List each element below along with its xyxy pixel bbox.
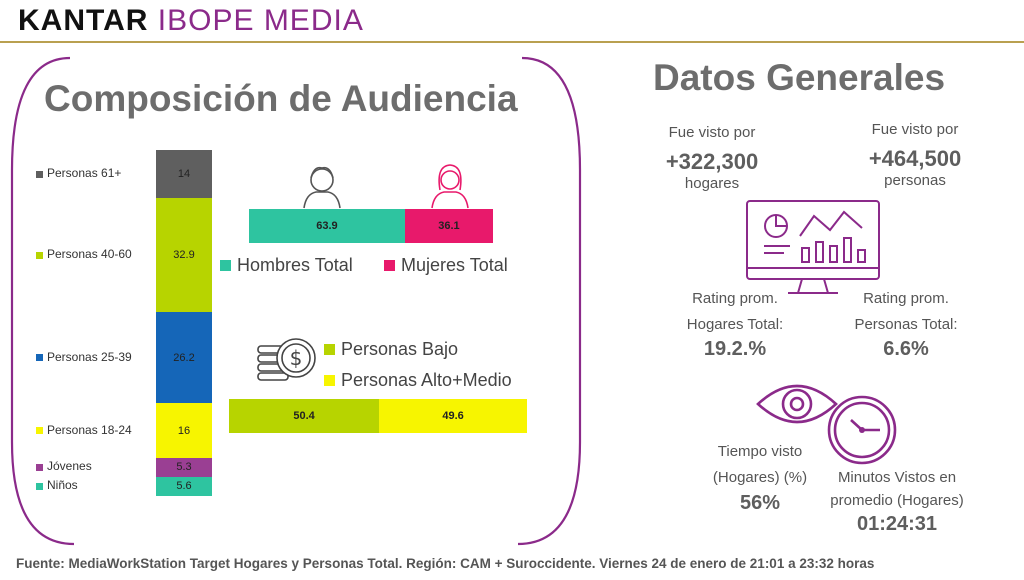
seen-households-block: Fue visto por +322,300 hogares [640,124,784,192]
rating-households-label2: Hogares Total: [686,316,784,333]
legend-mujeres-label: Mujeres Total [401,255,508,275]
gender-bar: 63.9 36.1 [249,209,493,243]
age-legend-swatch [36,251,43,259]
stacked-bar-value-label: 36.1 [438,220,460,232]
composition-title: Composición de Audiencia [44,78,518,119]
age-legend-item: Personas 18-24 [36,423,132,437]
legend-alto-medio: Personas Alto+Medio [324,370,512,391]
rating-people-value: 6.6% [883,338,929,360]
minutes-seen-label2: promedio (Hogares) [830,492,964,509]
seen-people-value: +464,500 [868,146,962,171]
svg-text:$: $ [290,346,303,370]
age-legend-item: Personas 61+ [36,166,121,180]
logo-kantar: KANTAR [18,4,149,37]
time-seen-label2: (Hogares) (%) [712,469,808,486]
seen-households-label: Fue visto por [668,124,756,141]
age-legend-swatch [36,482,43,490]
time-seen-value: 56% [739,492,781,514]
age-bar-value-label: 26.2 [173,351,195,364]
age-legend-label: Niños [47,478,78,493]
age-legend-label: Personas 40-60 [47,247,132,262]
age-legend-item: Personas 25-39 [36,350,132,364]
general-data-title: Datos Generales [653,57,946,98]
age-legend: Niños Jóvenes Personas 18-24 Personas 25-39… [36,150,156,496]
legend-mujeres: Mujeres Total [384,255,508,276]
age-legend-label: Jóvenes [47,459,92,474]
stacked-bar-value-label: 49.6 [442,410,464,422]
age-legend-label: Personas 25-39 [47,349,132,364]
clock-icon [827,395,897,465]
woman-icon [431,164,469,209]
age-legend-label: Personas 18-24 [47,422,132,437]
panel-bracket [10,56,582,546]
rating-households-block: Rating prom. Hogares Total: 19.2.% [650,290,820,361]
age-bar-segment: 5.3 [156,458,212,477]
age-legend-swatch [36,170,43,178]
seen-households-value: +322,300 [665,149,759,174]
source-footer: Fuente: MediaWorkStation Target Hogares … [16,556,875,571]
legend-hombres-swatch [220,260,231,271]
stacked-bar-value-label: 50.4 [293,410,315,422]
age-bar-value-label: 5.6 [176,480,192,493]
seen-households-unit: hogares [684,175,740,192]
rating-households-value: 19.2.% [703,338,767,360]
eye-icon [756,384,838,424]
stacked-bar-segment: 50.4 [229,399,380,433]
legend-hombres-label: Hombres Total [237,255,353,275]
seen-people-label: Fue visto por [871,121,959,138]
stacked-bar-segment: 63.9 [249,209,405,243]
age-bar-segment: 32.9 [156,198,212,313]
legend-bajo-swatch [324,344,335,355]
stacked-bar-value-label: 63.9 [316,220,338,232]
age-bar-value-label: 16 [177,424,191,437]
age-bar-segment: 5.6 [156,476,212,496]
time-seen-label1: Tiempo visto [717,443,803,460]
age-legend-label: Personas 61+ [47,166,122,181]
legend-hombres: Hombres Total [220,255,353,276]
age-bar-value-label: 5.3 [176,461,192,474]
kantar-ibope-logo: KANTAR IBOPE MEDIA [18,4,364,38]
legend-bajo: Personas Bajo [324,339,458,360]
man-icon [303,166,341,209]
age-bar-segment: 14 [156,150,212,199]
age-bar-value-label: 14 [177,168,191,181]
logo-ibope: IBOPE MEDIA [157,4,364,37]
legend-bajo-label: Personas Bajo [341,339,459,359]
rating-households-label1: Rating prom. [692,290,778,307]
monitor-chart-icon [746,200,880,294]
age-stacked-bar: 5.6 5.3 16 26.2 32.9 14 [156,150,212,496]
age-legend-swatch [36,426,43,434]
nse-bar: 50.4 49.6 [229,399,527,433]
money-icon: $ [257,338,316,381]
stacked-bar-segment: 49.6 [379,399,527,433]
minutes-seen-label1: Minutos Vistos en [837,469,957,486]
age-bar-segment: 16 [156,402,212,459]
legend-alto-medio-swatch [324,375,335,386]
header-divider [0,41,1024,43]
legend-alto-medio-label: Personas Alto+Medio [341,370,512,390]
minutes-seen-block: Minutos Vistos en promedio (Hogares) 01:… [812,469,982,536]
age-legend-item: Jóvenes [36,459,92,473]
rating-people-label1: Rating prom. [863,290,949,307]
age-bar-segment: 26.2 [156,312,212,403]
age-legend-item: Personas 40-60 [36,247,132,261]
rating-people-block: Rating prom. Personas Total: 6.6% [826,290,986,361]
stacked-bar-segment: 36.1 [404,209,493,243]
age-legend-swatch [36,353,43,361]
seen-people-unit: personas [884,172,946,189]
age-bar-value-label: 32.9 [173,249,195,262]
legend-mujeres-swatch [384,260,395,271]
age-legend-item: Niños [36,478,78,492]
time-seen-block: Tiempo visto (Hogares) (%) 56% [690,443,830,515]
seen-people-block: Fue visto por +464,500 personas [840,121,990,189]
rating-people-label2: Personas Total: [854,316,958,333]
minutes-seen-value: 01:24:31 [856,513,938,535]
age-legend-swatch [36,463,43,471]
